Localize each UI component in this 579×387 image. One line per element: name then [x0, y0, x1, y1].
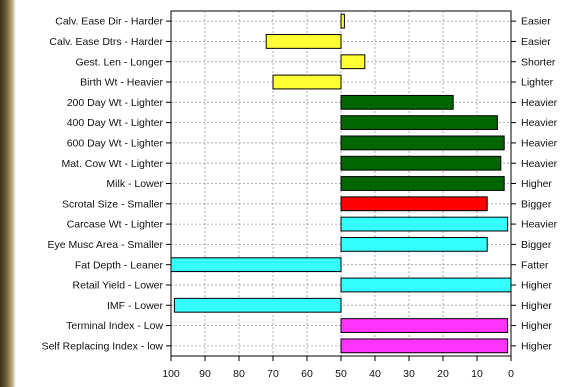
bar-right-label: Higher — [521, 320, 552, 332]
bar-left-label: 600 Day Wt - Lighter — [67, 138, 164, 150]
bar-left-label: Milk - Lower — [106, 178, 163, 190]
bar-right-label: Higher — [521, 300, 552, 312]
x-tick-label: 80 — [233, 368, 245, 380]
ticks: 100 90 80 70 60 50 40 30 20 10 0 — [162, 356, 514, 380]
bar-left-label: Gest. Len - Longer — [75, 56, 163, 68]
bar — [340, 94, 454, 110]
bar — [340, 277, 512, 293]
bar-right-label: Heavier — [521, 138, 558, 150]
bar — [340, 216, 509, 232]
bar-right-label: Higher — [521, 178, 552, 190]
bar-right-label: Heavier — [521, 158, 558, 170]
x-tick-label: 50 — [335, 368, 347, 380]
bar-left-label: Calv. Ease Dir - Harder — [55, 16, 163, 28]
x-tick-label: 40 — [369, 368, 381, 380]
x-tick-label: 20 — [437, 368, 449, 380]
bar-left-label: Retail Yield - Lower — [73, 280, 164, 292]
bar — [340, 236, 488, 252]
bar — [340, 176, 505, 191]
bar-left-label: Birth Wt - Heavier — [80, 77, 163, 89]
bar-left-label: Self Replacing Index - low — [42, 340, 164, 352]
x-tick-label: 90 — [199, 368, 211, 380]
bar-left-label: Calv. Ease Dtrs - Harder — [49, 36, 163, 48]
x-tick-label: 70 — [267, 368, 279, 380]
bar-right-label: Higher — [521, 280, 552, 292]
bar-right-label: Easier — [521, 36, 551, 48]
x-tick-label: 0 — [508, 368, 514, 380]
bar-left-label: Fat Depth - Leaner — [75, 259, 164, 271]
bar-right-label: Heavier — [521, 97, 558, 109]
bar — [340, 196, 488, 212]
bar-right-label: Bigger — [521, 198, 552, 210]
bar — [265, 34, 342, 49]
bar-right-label: Easier — [521, 16, 551, 28]
bars — [170, 13, 512, 354]
bar — [272, 74, 342, 90]
bar-right-label: Heavier — [521, 117, 558, 129]
bar-left-label: Carcase Wt - Lighter — [67, 219, 164, 231]
x-tick-label: 10 — [471, 368, 483, 380]
x-tick-label: 60 — [301, 368, 313, 380]
bar-left-label: 400 Day Wt - Lighter — [67, 117, 164, 129]
bar — [340, 54, 366, 70]
bar — [340, 338, 509, 354]
bar-right-label: Higher — [521, 340, 552, 352]
bar-right-label: Fatter — [521, 259, 549, 271]
labels: Calv. Ease Dir - Harder Easier Calv. Ease … — [42, 16, 558, 353]
bar-left-label: Terminal Index - Low — [66, 320, 163, 332]
bar — [340, 155, 502, 171]
bar-left-label: Mat. Cow Wt - Lighter — [61, 158, 163, 170]
bar — [340, 135, 505, 151]
bar-right-label: Heavier — [521, 219, 558, 231]
x-tick-label: 100 — [162, 368, 180, 380]
bar — [340, 115, 498, 131]
bar-left-label: IMF - Lower — [107, 300, 164, 312]
bar — [340, 318, 509, 333]
x-tick-label: 30 — [403, 368, 415, 380]
bar-left-label: 200 Day Wt - Lighter — [67, 97, 164, 109]
bar-right-label: Bigger — [521, 239, 552, 251]
bar-left-label: Scrotal Size - Smaller — [62, 198, 163, 210]
bar — [170, 257, 342, 273]
bar-right-label: Lighter — [521, 77, 554, 89]
bar-left-label: Eye Musc Area - Smaller — [47, 239, 163, 251]
bar-right-label: Shorter — [521, 56, 556, 68]
bar — [340, 13, 345, 29]
bar — [173, 297, 342, 313]
